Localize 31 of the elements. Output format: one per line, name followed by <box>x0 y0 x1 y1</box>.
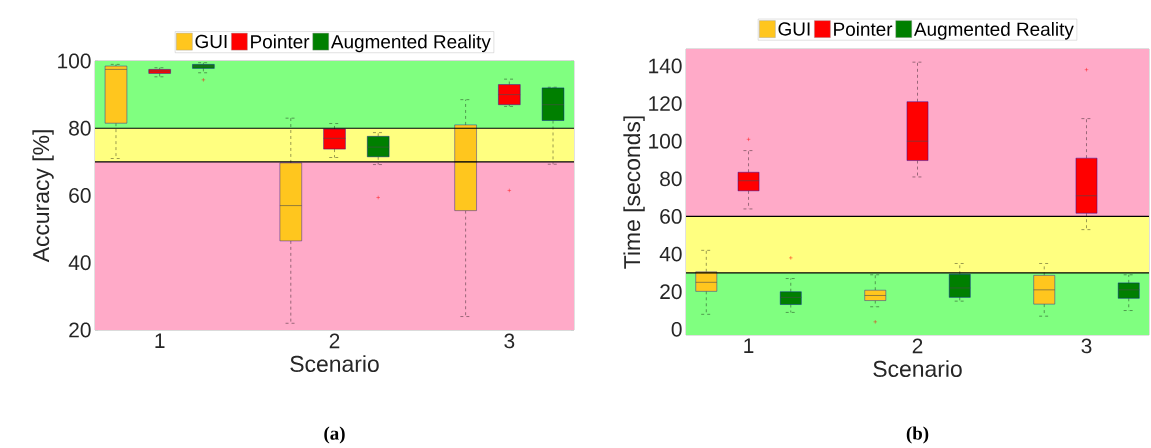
x-tick-label: 1 <box>744 338 754 353</box>
y-tick-label: 40 <box>659 246 682 262</box>
y-tick-label: 60 <box>69 188 91 203</box>
x-tick-label: 3 <box>504 333 515 349</box>
y-axis-title: Accuracy [%] <box>32 130 54 263</box>
x-axis-title: Scenario <box>873 360 962 377</box>
y-tick-label: 0 <box>671 321 682 337</box>
y-tick-label: 60 <box>660 209 682 224</box>
legend-label: Augmented Reality <box>913 22 1074 40</box>
text: (b) <box>906 426 929 444</box>
x-tick-label: 3 <box>1081 338 1092 354</box>
y-tick-label: 20 <box>660 284 682 300</box>
y-tick-label: 100 <box>58 53 91 69</box>
legend-label: Augmented Reality <box>330 34 491 53</box>
y-axis-title: Time [seconds] <box>623 116 645 269</box>
legend-label: Pointer <box>834 22 893 36</box>
x-tick-label: 2 <box>912 338 923 354</box>
legend-label: Pointer <box>251 34 310 49</box>
x-axis-title: Scenario <box>290 355 379 372</box>
legend-label: GUI <box>778 22 810 36</box>
legend-label: GUI <box>195 34 227 49</box>
y-tick-label: 20 <box>69 322 91 338</box>
text: (a) <box>324 426 345 444</box>
y-tick-label: 80 <box>660 171 682 187</box>
y-tick-label: 100 <box>649 133 682 149</box>
y-tick-label: 140 <box>649 58 682 74</box>
y-tick-label: 40 <box>68 255 91 271</box>
x-tick-label: 1 <box>155 333 165 348</box>
y-tick-label: 80 <box>69 120 91 136</box>
x-tick-label: 2 <box>329 333 340 349</box>
y-tick-label: 120 <box>649 96 682 111</box>
